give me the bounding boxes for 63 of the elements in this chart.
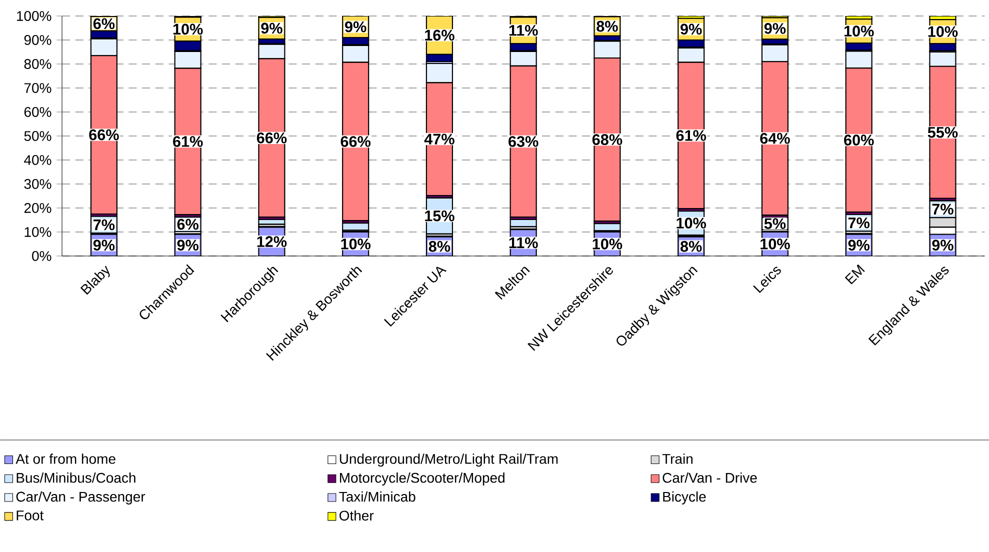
data-label: 61% [173,136,203,147]
y-tick-label: 0% [32,251,52,261]
data-label: 66% [256,132,287,144]
y-tick-label: 100% [17,11,52,21]
legend-label: Car/Van - Passenger [16,491,146,504]
data-label: 9% [177,240,198,251]
data-label: 5% [764,218,786,229]
x-tick-label: EM [844,264,865,284]
data-label: 7% [848,217,870,228]
data-label: 9% [932,240,954,251]
data-label: 10% [928,26,958,38]
data-label: 55% [928,126,958,138]
data-label: 66% [340,136,370,147]
data-label: 16% [425,30,454,41]
y-tick-label: 50% [24,131,52,141]
data-label: 47% [424,134,454,145]
y-tick-label: 10% [24,227,52,237]
data-label: 6% [177,218,198,230]
data-label: 10% [173,24,203,35]
legend-label: Foot [16,510,44,520]
data-label: 66% [89,129,119,140]
legend-label: Taxi/Minicab [339,491,416,502]
data-label: 68% [592,134,622,146]
data-label: 10% [592,238,622,250]
data-label: 11% [509,237,538,248]
legend-label: Motorcycle/Scooter/Moped [340,472,504,486]
data-label: 8% [680,240,702,252]
data-label: 64% [760,132,790,144]
data-label: 9% [93,240,115,251]
legend-label: Train [662,454,693,464]
y-tick-label: 70% [24,83,52,93]
data-label: 7% [94,219,115,230]
y-tick-label: 90% [24,35,52,45]
legend-label: At or from home [16,454,116,464]
y-tick-label: 30% [24,179,52,189]
y-tick-label: 20% [24,203,52,213]
data-label: 10% [676,218,706,229]
legend-label: Bicycle [663,491,706,504]
data-label: 10% [341,238,370,250]
y-tick-label: 40% [24,155,52,165]
y-tick-label: 80% [24,59,52,69]
data-label: 9% [345,21,366,32]
legend-label: Bus/Minibus/Coach [16,472,136,483]
data-label: 10% [844,26,874,37]
data-label: 9% [680,24,702,35]
y-tick-label: 60% [24,107,52,117]
data-label: 12% [257,236,287,248]
data-label: 6% [93,18,115,30]
data-label: 15% [425,210,454,222]
data-label: 8% [596,20,618,32]
legend-label: Other [340,510,374,521]
data-label: 11% [509,25,538,36]
data-label: 8% [428,240,450,252]
legend-label: Car/Van - Drive [662,472,757,483]
data-label: 7% [932,204,954,215]
data-label: 9% [848,240,870,251]
data-label: 60% [844,134,874,146]
legend-label: Underground/Metro/Light Rail/Tram [340,454,558,467]
data-label: 9% [261,22,282,34]
data-label: 61% [676,130,706,141]
data-label: 63% [508,136,538,147]
data-label: 9% [764,23,786,34]
data-label: 10% [760,238,790,250]
